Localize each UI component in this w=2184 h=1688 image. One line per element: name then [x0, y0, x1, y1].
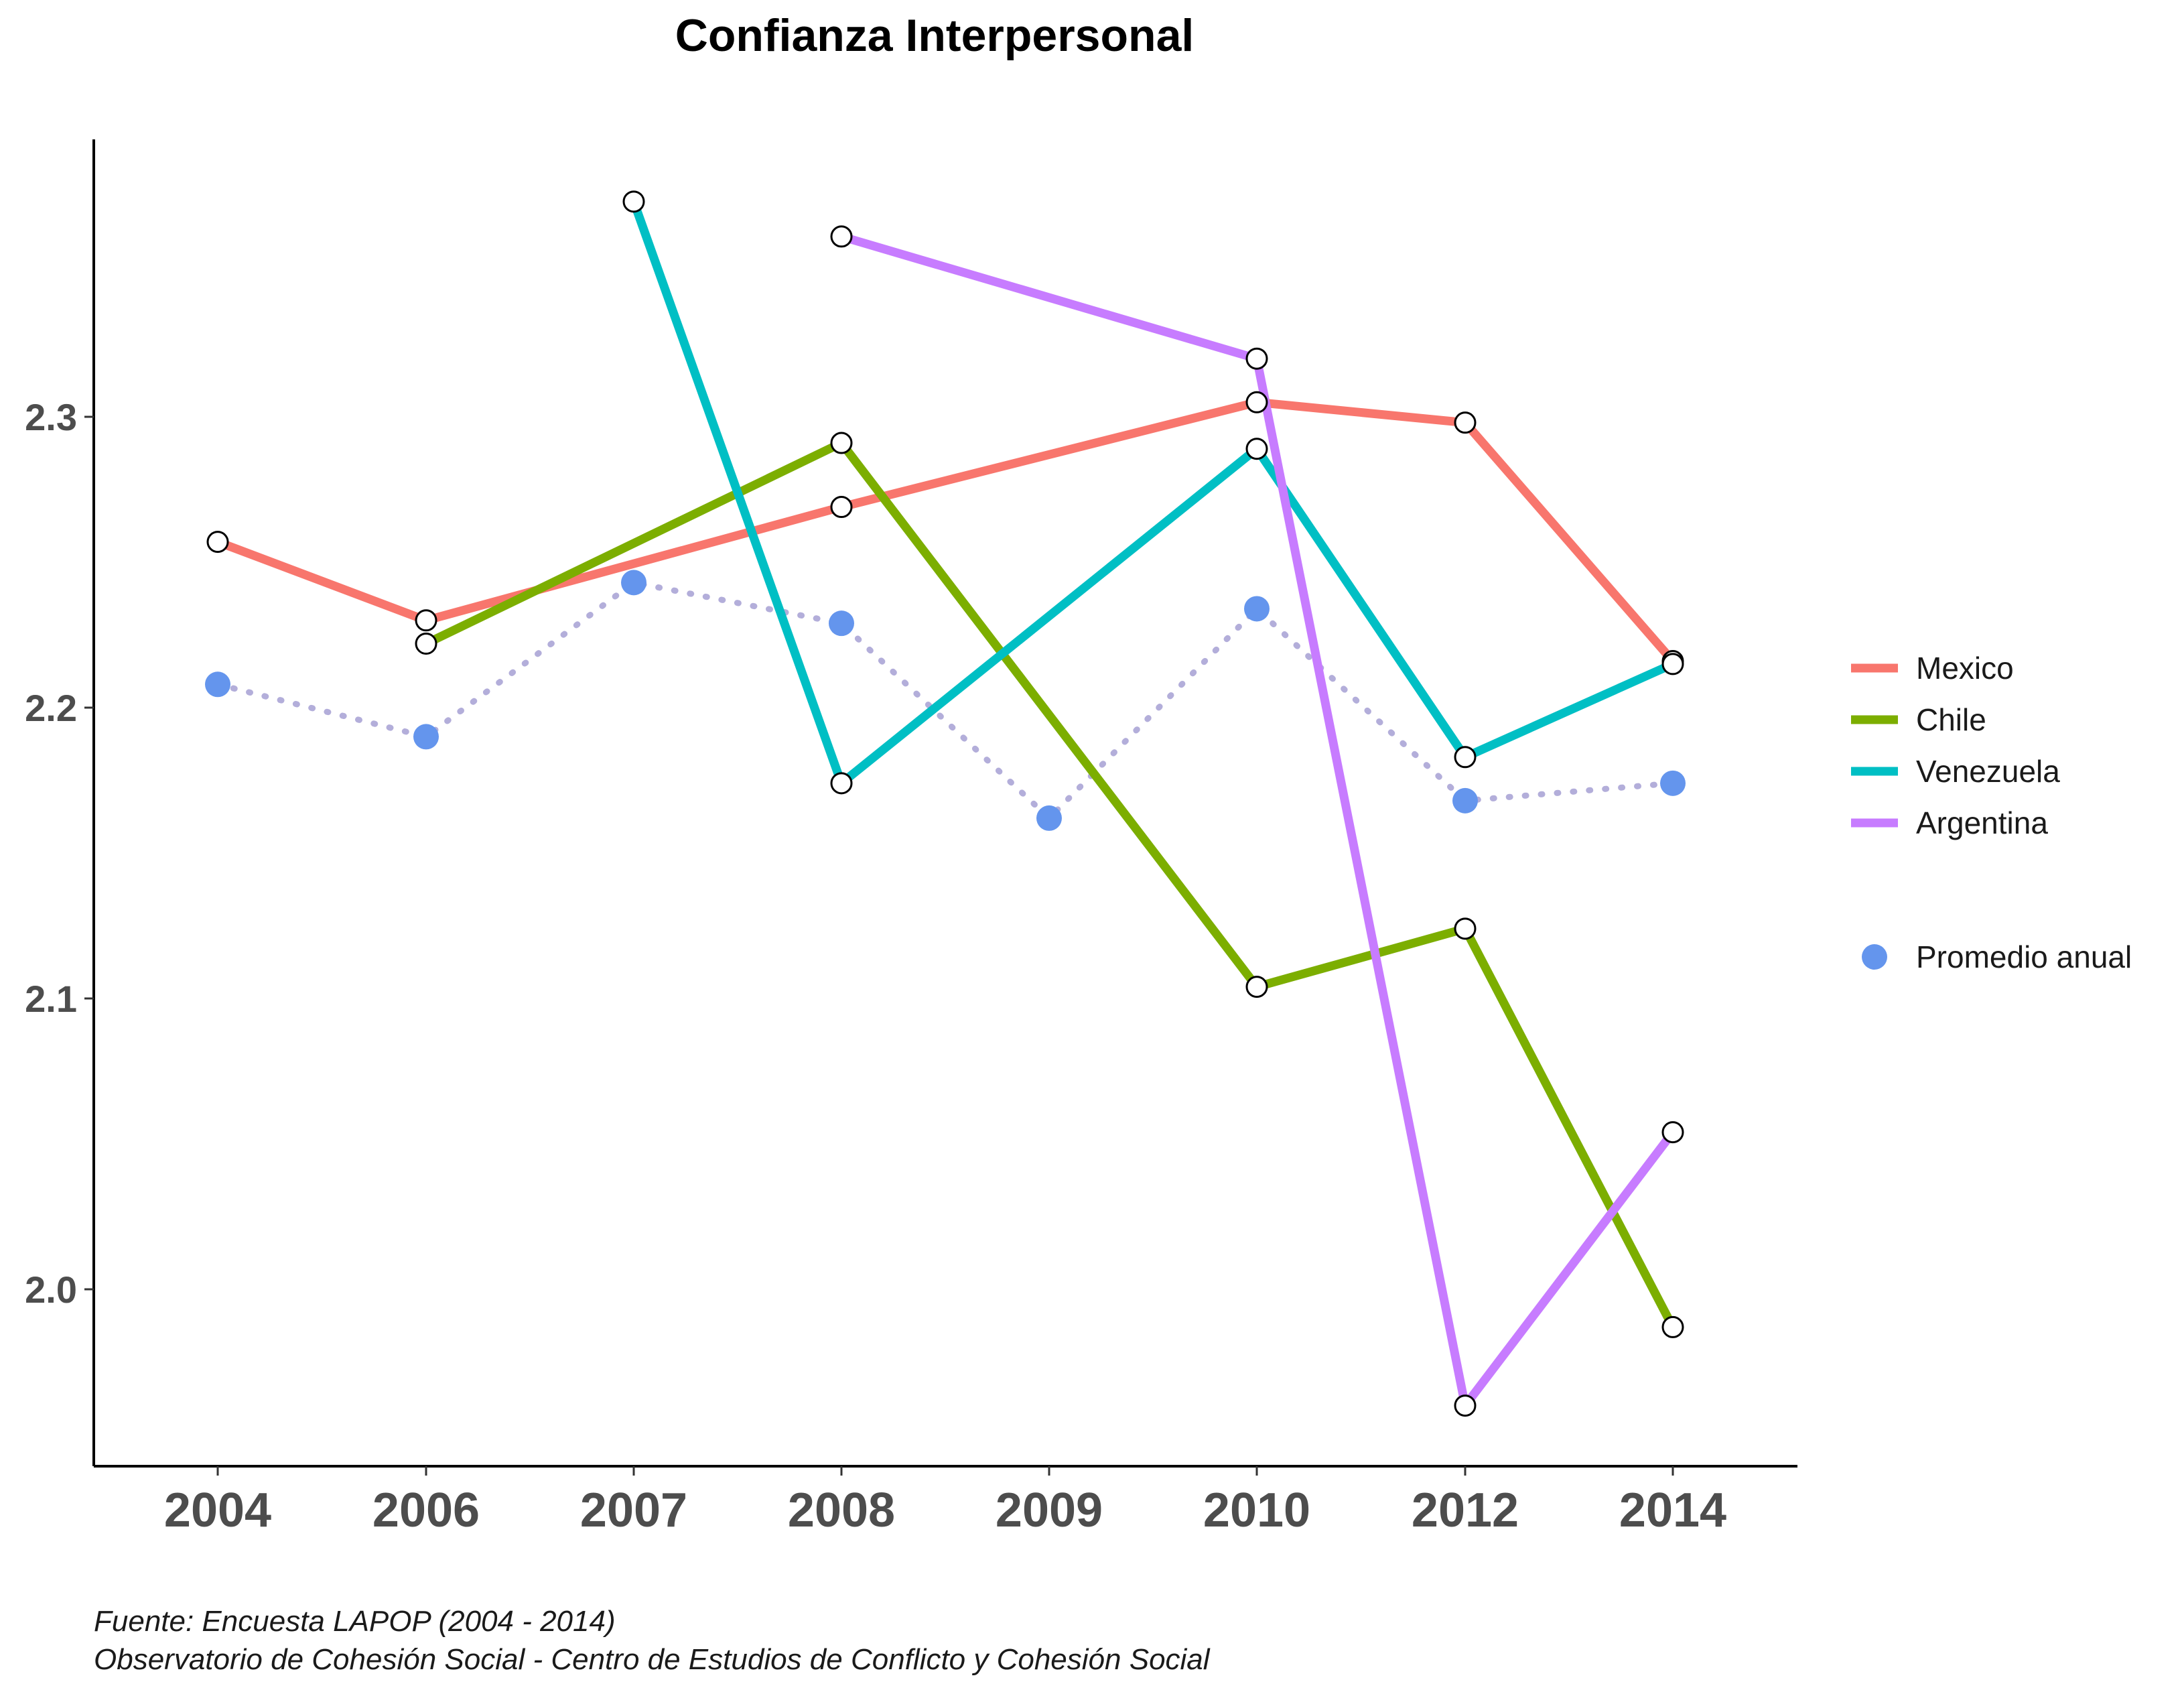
series-point-argentina: [1661, 1121, 1684, 1144]
x-tick-label: 2009: [996, 1484, 1103, 1537]
series-point-chile: [1245, 976, 1268, 998]
series-point-venezuela: [622, 190, 645, 213]
series-point-chile: [1454, 917, 1477, 940]
series-point-argentina: [830, 225, 853, 248]
y-tick-label: 2.3: [25, 396, 77, 438]
average-point: [413, 724, 439, 750]
series-point-chile: [830, 432, 853, 454]
y-tick-label: 2.0: [25, 1269, 77, 1311]
series-point-chile: [1661, 1315, 1684, 1338]
country-points: [206, 190, 1684, 1417]
caption-source: Fuente: Encuesta LAPOP (2004 - 2014): [94, 1605, 616, 1638]
legend-key-average: [1862, 944, 1887, 970]
series-point-mexico: [1245, 391, 1268, 413]
average-point: [829, 610, 854, 637]
x-tick-label: 2008: [788, 1484, 895, 1537]
series-point-mexico: [206, 531, 229, 554]
series-point-venezuela: [1454, 746, 1477, 769]
caption-credit: Observatorio de Cohesión Social - Centro…: [94, 1643, 1211, 1676]
axes: [92, 139, 1797, 1468]
series-point-mexico: [830, 496, 853, 519]
average-line: [214, 579, 1676, 823]
legend-label: Chile: [1916, 702, 1986, 737]
x-tick-label: 2004: [164, 1484, 271, 1537]
y-tick-label: 2.1: [25, 978, 77, 1020]
y-tick-label: 2.2: [25, 687, 77, 729]
legend-label: Argentina: [1916, 805, 2048, 840]
x-tick-label: 2006: [372, 1484, 480, 1537]
series-point-venezuela: [830, 772, 853, 795]
chart-title: Confianza Interpersonal: [675, 10, 1195, 61]
x-ticks: 2004 2006 2007 2008 2009 2010 2012 2014: [164, 1466, 1726, 1537]
average-point: [1452, 787, 1478, 814]
series-point-mexico: [1454, 411, 1477, 434]
average-point: [1244, 596, 1270, 622]
series-point-venezuela: [1245, 438, 1268, 460]
series-point-argentina: [1454, 1394, 1477, 1417]
series-line-argentina: [840, 232, 1677, 1411]
x-tick-label: 2010: [1203, 1484, 1310, 1537]
series-point-argentina: [1245, 347, 1268, 370]
average-point: [1036, 805, 1062, 831]
average-point: [205, 671, 230, 698]
series-point-chile: [415, 633, 437, 655]
average-points: [205, 570, 1686, 831]
legend-label: Mexico: [1916, 651, 2014, 686]
x-tick-label: 2007: [580, 1484, 687, 1537]
average-point: [621, 570, 646, 596]
series-point-venezuela: [1661, 653, 1684, 675]
series-line-venezuela: [629, 200, 1675, 788]
legend-label: Promedio anual: [1916, 939, 2132, 974]
legend: Mexico Chile Venezuela Argentina Promedio an…: [1851, 651, 2132, 974]
series-point-mexico: [415, 609, 437, 632]
x-tick-label: 2014: [1619, 1484, 1726, 1537]
legend-label: Venezuela: [1916, 754, 2060, 789]
y-ticks: 2.0 2.1 2.2 2.3: [25, 396, 94, 1311]
series-line-mexico: [216, 397, 1676, 664]
series-line-chile: [424, 438, 1677, 1329]
average-point: [1660, 770, 1686, 796]
x-tick-label: 2012: [1412, 1484, 1519, 1537]
average-series: [214, 579, 1676, 823]
